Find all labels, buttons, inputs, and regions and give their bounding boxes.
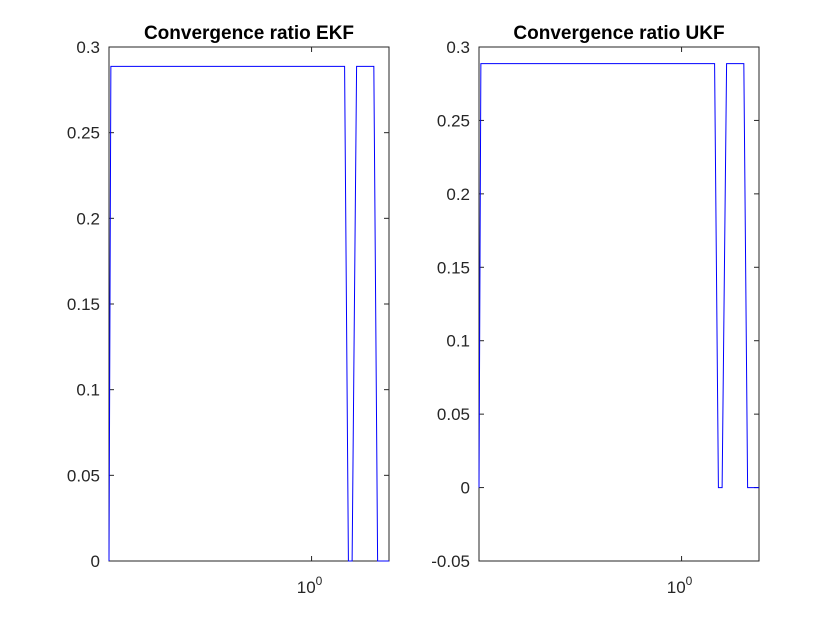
axes-ekf-background (108, 46, 390, 562)
ekf-y-tick-label: 0.15 (67, 295, 100, 314)
ekf-x-tick-label: 100 (297, 574, 323, 597)
axes-ukf-background (478, 46, 760, 562)
ukf-y-tick-label: 0.3 (446, 38, 470, 57)
ekf-y-tick-label: 0.3 (76, 38, 100, 57)
axes-ekf: Convergence ratio EKF 0 0.05 0.1 0.15 0.2 0.2… (67, 23, 390, 597)
ukf-series-line-0 (478, 63, 759, 489)
ekf-y-tick-label: 0 (91, 552, 100, 571)
ekf-y-tick-label: 0.1 (76, 381, 100, 400)
ukf-y-tick-label: 0.25 (437, 111, 470, 130)
axes-ukf-title: Convergence ratio UKF (513, 23, 724, 44)
ukf-y-tick-label: 0.15 (437, 258, 470, 277)
axes-ukf-series (478, 63, 759, 489)
ukf-y-tick-label: 0 (461, 479, 470, 498)
axes-ekf-title: Convergence ratio EKF (144, 23, 354, 44)
ekf-y-tick-label: 0.05 (67, 466, 100, 485)
axes-ekf-y-ticks: 0 0.05 0.1 0.15 0.2 0.25 0.3 (67, 38, 389, 571)
axes-ukf-y-ticks: -0.05 0 0.05 0.1 0.15 0.2 0.25 0.3 (431, 38, 759, 571)
ukf-x-tick-base: 10 (667, 578, 686, 597)
ekf-series-line-0 (108, 65, 389, 562)
ukf-x-tick-exponent: 0 (686, 574, 693, 588)
axes-ukf: Convergence ratio UKF -0.05 0 0.05 0.1 0.15 0… (431, 23, 760, 597)
ekf-x-tick-base: 10 (297, 578, 316, 597)
ukf-x-tick-label: 100 (667, 574, 693, 597)
ukf-y-tick-label: -0.05 (431, 552, 470, 571)
axes-ekf-x-ticks: 100 (297, 47, 323, 597)
ukf-y-tick-label: 0.05 (437, 405, 470, 424)
ekf-y-tick-label: 0.2 (76, 209, 100, 228)
axes-ekf-series (108, 65, 389, 562)
ekf-y-tick-label: 0.25 (67, 124, 100, 143)
ukf-y-tick-label: 0.1 (446, 332, 470, 351)
ukf-y-tick-label: 0.2 (446, 185, 470, 204)
axes-ukf-x-ticks: 100 (667, 47, 693, 597)
ekf-x-tick-exponent: 0 (316, 574, 323, 588)
